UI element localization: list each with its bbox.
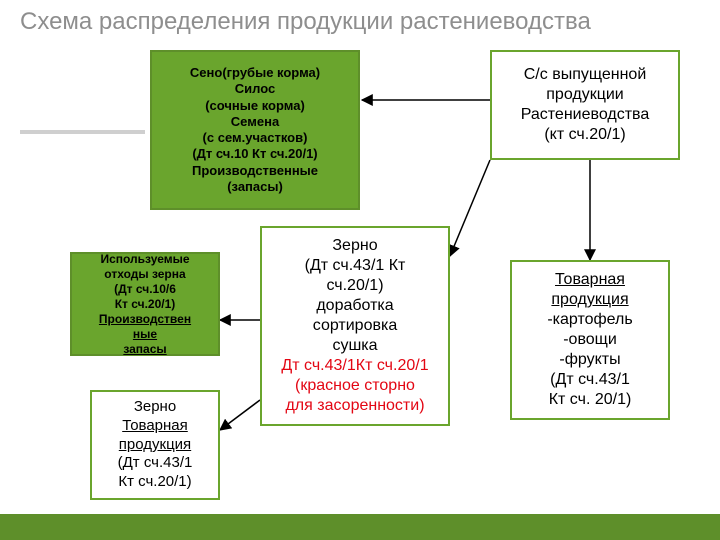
- node-grain-line: для засоренности): [285, 396, 424, 416]
- node-grain: Зерно(Дт сч.43/1 Ктсч.20/1)доработкасорт…: [260, 226, 450, 426]
- diagram-title: Схема распределения продукции растениево…: [20, 8, 591, 36]
- node-cost-line: продукции: [546, 85, 623, 105]
- node-hay: Сено(грубые корма)Силос(сочные корма)Сем…: [150, 50, 360, 210]
- node-grain-line: (красное сторно: [295, 376, 415, 396]
- node-grain-line: сч.20/1): [326, 276, 383, 296]
- node-grain_goods: ЗерноТоварная продукция(Дт сч.43/1Кт сч.…: [90, 390, 220, 500]
- node-grain-line: сушка: [332, 336, 377, 356]
- footer-bar: [0, 514, 720, 540]
- node-cost-line: С/с выпущенной: [524, 65, 647, 85]
- node-cost-line: (кт сч.20/1): [544, 125, 625, 145]
- node-hay-line: (Дт сч.10 Кт сч.20/1): [192, 146, 317, 162]
- node-hay-line: Производственные: [192, 163, 318, 179]
- edge-cost-grain: [450, 160, 490, 256]
- node-waste-line: ные: [133, 327, 157, 342]
- node-grain_goods-line: Кт сч.20/1): [118, 473, 191, 492]
- node-hay-line: (с сем.участков): [203, 130, 308, 146]
- node-goods: Товарнаяпродукция-картофель-овощи-фрукты…: [510, 260, 670, 420]
- node-grain-line: (Дт сч.43/1 Кт: [305, 256, 406, 276]
- node-grain-line: Зерно: [332, 236, 377, 256]
- node-hay-line: Семена: [231, 114, 279, 130]
- title-underline: [20, 130, 145, 134]
- node-cost-line: Растениеводства: [521, 105, 650, 125]
- node-grain_goods-line: (Дт сч.43/1: [118, 454, 193, 473]
- node-waste-line: Используемые: [100, 252, 189, 267]
- node-cost: С/с выпущеннойпродукцииРастениеводства(к…: [490, 50, 680, 160]
- node-grain_goods-line: продукция: [119, 436, 191, 455]
- node-waste-line: (Дт сч.10/6: [114, 282, 176, 297]
- node-goods-line: продукция: [551, 290, 628, 310]
- node-goods-line: (Дт сч.43/1: [550, 370, 630, 390]
- edge-grain-grain_goods: [220, 400, 260, 430]
- node-grain_goods-line: Товарная: [122, 417, 188, 436]
- node-goods-line: -овощи: [563, 330, 617, 350]
- node-goods-line: -фрукты: [559, 350, 620, 370]
- node-hay-line: Сено(грубые корма): [190, 65, 320, 81]
- node-grain-line: сортировка: [313, 316, 397, 336]
- node-goods-line: Кт сч. 20/1): [549, 390, 632, 410]
- node-waste-line: отходы зерна: [104, 267, 185, 282]
- node-hay-line: (запасы): [227, 179, 283, 195]
- node-waste: Используемыеотходы зерна(Дт сч.10/6Кт сч…: [70, 252, 220, 356]
- node-waste-line: Производствен: [99, 312, 191, 327]
- node-hay-line: (сочные корма): [205, 98, 305, 114]
- node-goods-line: Товарная: [555, 270, 625, 290]
- node-waste-line: Кт сч.20/1): [115, 297, 176, 312]
- node-grain-line: Дт сч.43/1Кт сч.20/1: [281, 356, 428, 376]
- node-waste-line: запасы: [123, 342, 166, 357]
- node-grain_goods-line: Зерно: [134, 398, 176, 417]
- node-hay-line: Силос: [235, 81, 275, 97]
- node-goods-line: -картофель: [547, 310, 632, 330]
- node-grain-line: доработка: [316, 296, 393, 316]
- diagram-canvas: { "title": "Схема распределения продукци…: [0, 0, 720, 540]
